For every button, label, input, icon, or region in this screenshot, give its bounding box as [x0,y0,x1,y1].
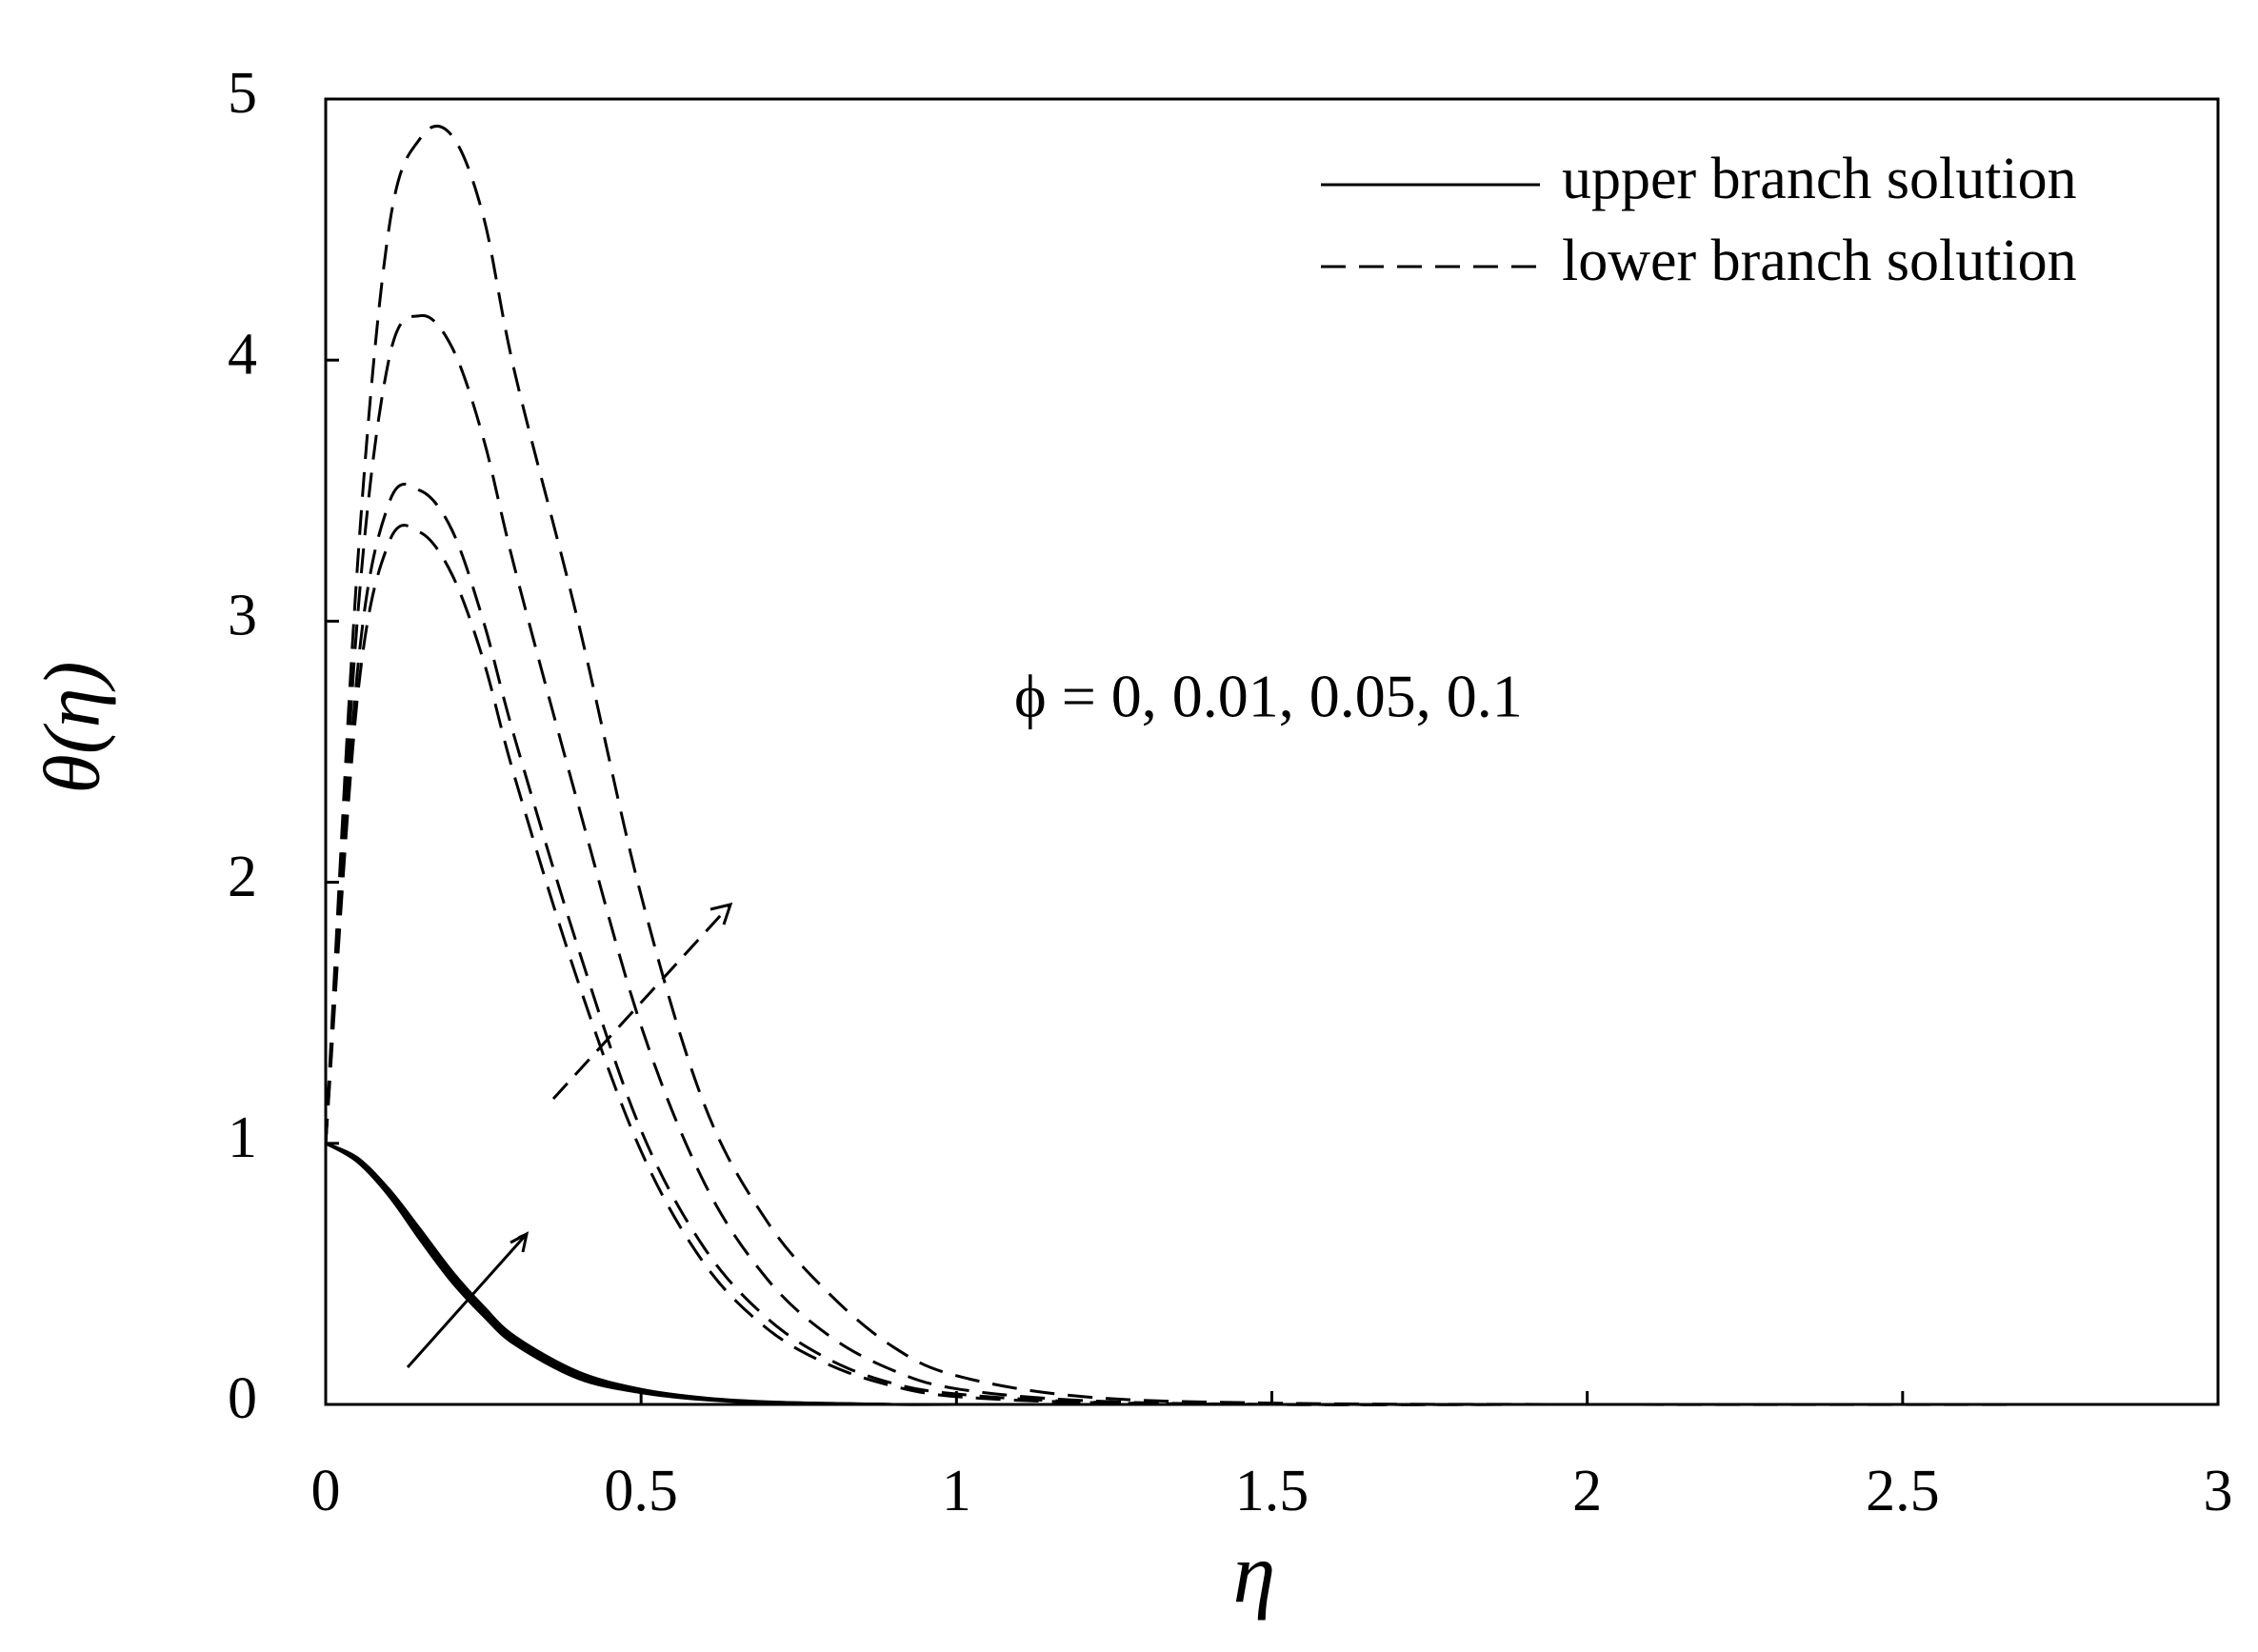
x-tick-label: 3 [2204,1459,2233,1523]
x-axis-title: η [1233,1527,1276,1622]
x-tick-label: 0 [311,1459,341,1523]
series-line [324,524,2218,1406]
y-tick-label: 0 [228,1366,257,1431]
y-tick-label: 5 [228,61,257,126]
x-tick-label: 2.5 [1866,1459,1940,1523]
series-line [325,1142,2218,1406]
y-tick-label: 3 [228,584,257,648]
series-line [325,1142,2218,1406]
series-line [325,1142,2218,1406]
x-tick-label: 0.5 [604,1459,678,1523]
series-line [324,482,2218,1406]
plot-frame [324,97,2220,1406]
series-line [324,124,2219,1406]
series-line [324,313,2218,1406]
y-tick-label: 1 [228,1105,257,1170]
series-line [325,1142,2218,1406]
y-tick-label: 2 [228,845,257,909]
legend-label: upper branch solution [1562,147,2077,211]
x-tick-label: 1.5 [1235,1459,1309,1523]
legend-label: lower branch solution [1562,229,2077,293]
y-tick-label: 4 [228,322,257,387]
x-tick-label: 1 [942,1459,971,1523]
arrow [551,903,732,1101]
x-tick-label: 2 [1572,1459,1602,1523]
annotation: ϕ = 0, 0.01, 0.05, 0.1 [1014,663,1523,730]
arrow-head [709,902,733,926]
y-axis-title: θ(η) [28,662,116,794]
arrow-head [510,1231,530,1253]
